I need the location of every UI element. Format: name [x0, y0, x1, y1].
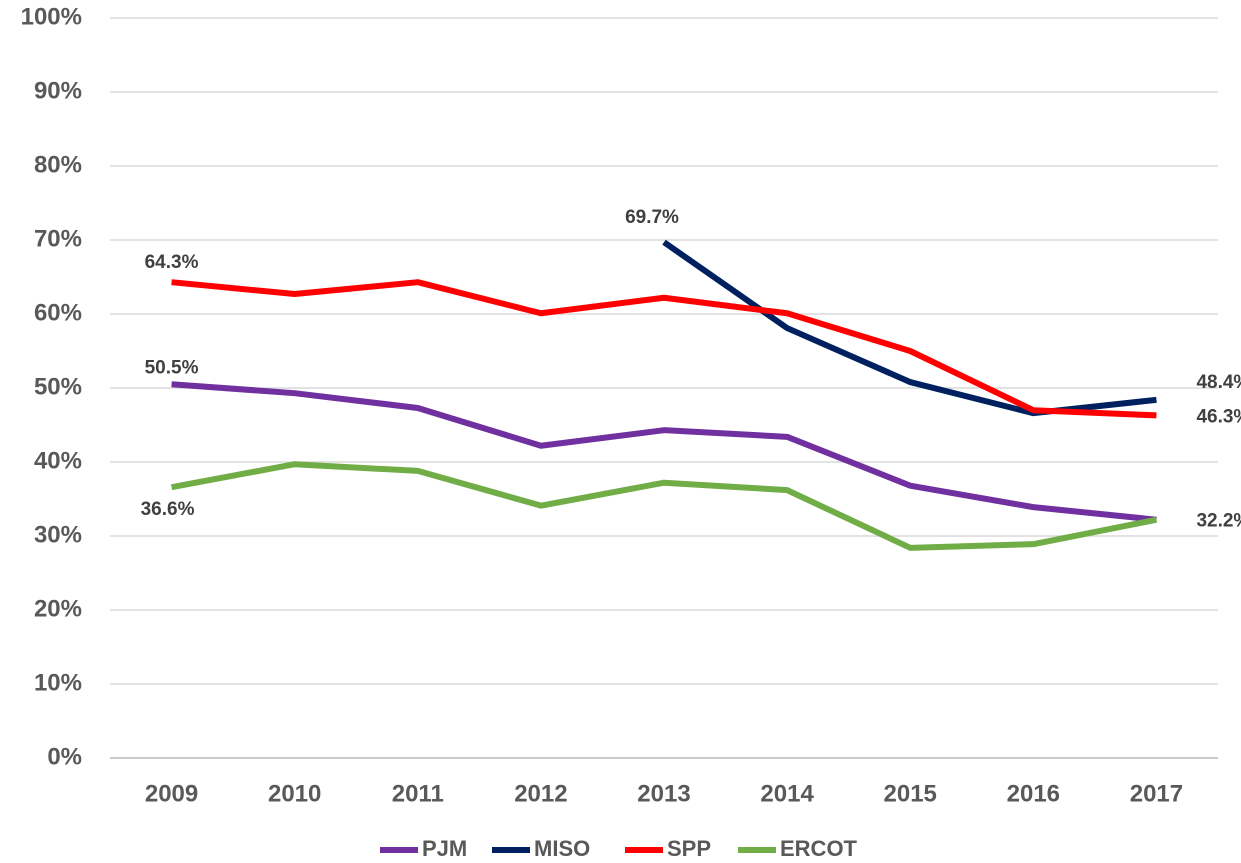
- data-label: 32.2%: [1196, 511, 1241, 532]
- y-tick-label: 10%: [34, 669, 82, 696]
- x-tick-label: 2012: [514, 780, 567, 807]
- x-tick-label: 2010: [268, 780, 321, 807]
- y-tick-label: 20%: [34, 595, 82, 622]
- series-line: [171, 461, 1158, 551]
- data-label: 48.4%: [1196, 372, 1241, 393]
- data-label: 36.6%: [141, 499, 195, 520]
- data-label: 50.5%: [145, 357, 199, 378]
- y-tick-label: 40%: [34, 447, 82, 474]
- y-tick-label: 0%: [47, 743, 82, 770]
- x-tick-label: 2009: [145, 780, 198, 807]
- legend-label: ERCOT: [780, 836, 858, 861]
- series-line: [171, 279, 1157, 419]
- y-tick-label: 80%: [34, 151, 82, 178]
- x-tick-label: 2013: [637, 780, 690, 807]
- y-tick-label: 30%: [34, 521, 82, 548]
- x-tick-label: 2014: [760, 780, 814, 807]
- data-label: 64.3%: [145, 252, 199, 273]
- y-tick-label: 100%: [21, 3, 82, 30]
- series-line: [662, 239, 1157, 417]
- x-tick-label: 2017: [1130, 780, 1183, 807]
- y-tick-label: 50%: [34, 373, 82, 400]
- y-tick-label: 70%: [34, 225, 82, 252]
- series-line: [171, 381, 1157, 523]
- x-tick-label: 2015: [884, 780, 937, 807]
- legend-label: MISO: [534, 836, 590, 861]
- x-tick-label: 2011: [392, 780, 444, 807]
- legend-label: PJM: [422, 836, 467, 861]
- y-tick-label: 60%: [34, 299, 82, 326]
- legend-label: SPP: [667, 836, 711, 861]
- x-tick-label: 2016: [1007, 780, 1060, 807]
- y-tick-label: 90%: [34, 77, 82, 104]
- data-label: 46.3%: [1196, 406, 1241, 427]
- data-label: 69.7%: [625, 207, 679, 228]
